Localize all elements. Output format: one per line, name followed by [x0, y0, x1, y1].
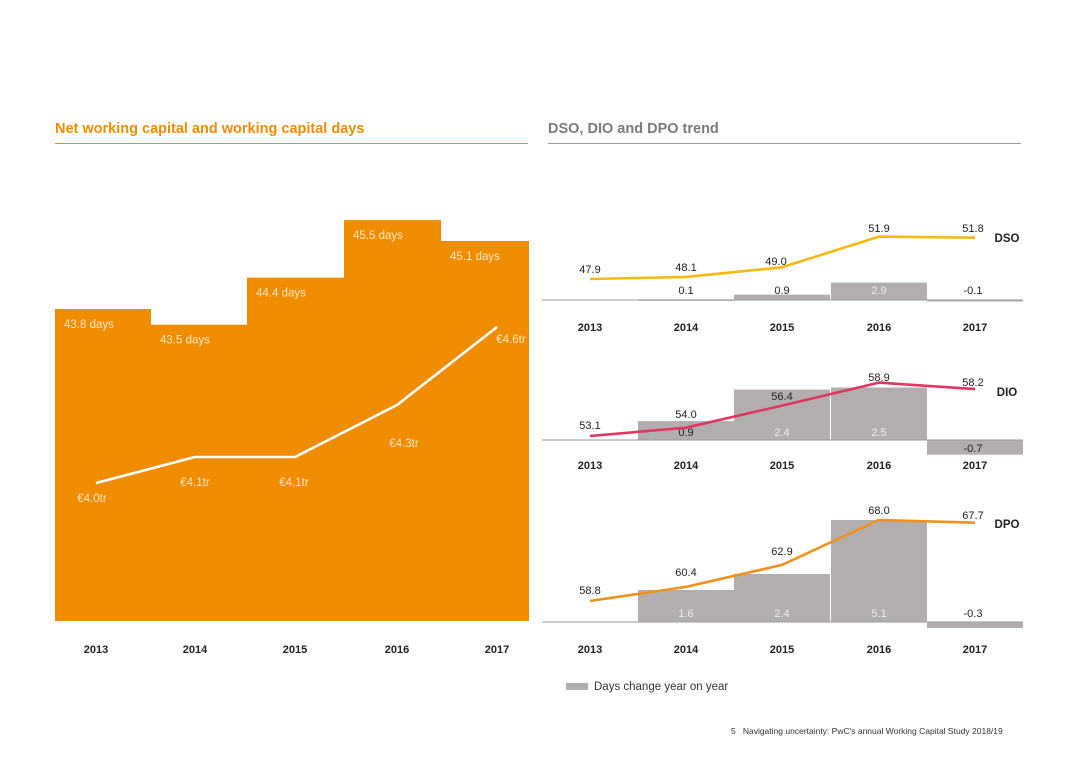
left-x-tick-2017: 2017	[485, 644, 509, 656]
dio-value-label-2013: 53.1	[579, 420, 600, 432]
dpo-x-tick-2017: 2017	[963, 644, 987, 656]
dso-change-label-2017: -0.1	[964, 285, 983, 297]
left-x-tick-2016: 2016	[385, 644, 409, 656]
dio-x-tick-2017: 2017	[963, 460, 987, 472]
dio-x-tick-2013: 2013	[578, 460, 602, 472]
dpo-change-label-2016: 5.1	[871, 608, 886, 620]
dpo-line	[589, 518, 976, 603]
dso-series-name: DSO	[995, 233, 1020, 245]
dio-change-label-2014: 0.9	[678, 427, 693, 439]
dio-x-tick-2016: 2016	[867, 460, 891, 472]
nwc-label-2017: €4.6tr	[496, 334, 526, 346]
dpo-change-label-2015: 2.4	[774, 608, 789, 620]
dso-x-tick-2014: 2014	[674, 322, 699, 334]
dpo-value-label-2016: 68.0	[868, 505, 889, 517]
dpo-change-label-2017: -0.3	[964, 608, 983, 620]
dpo-change-bar-2016	[831, 520, 927, 622]
left-x-tick-2013: 2013	[84, 644, 108, 656]
dpo-value-label-2013: 58.8	[579, 585, 600, 597]
dio-line	[589, 381, 976, 438]
days-bar-2015	[247, 277, 344, 621]
days-bar-2017	[441, 241, 529, 621]
dpo-x-tick-2016: 2016	[867, 644, 891, 656]
nwc-label-2015: €4.1tr	[279, 477, 309, 489]
dpo-value-label-2014: 60.4	[675, 567, 696, 579]
footer-text: Navigating uncertainty: PwC's annual Wor…	[742, 726, 1003, 736]
left-chart-title: Net working capital and working capital …	[55, 121, 365, 137]
nwc-label-2014: €4.1tr	[180, 477, 210, 489]
days-bar-label-2017: 45.1 days	[450, 251, 500, 263]
nwc-line	[95, 325, 498, 485]
dio-x-tick-2014: 2014	[674, 460, 699, 472]
days-bar-2013	[55, 309, 151, 621]
legend-label: Days change year on year	[594, 681, 729, 693]
dso-value-label-2014: 48.1	[675, 262, 696, 274]
dpo-change-bar-2015	[734, 574, 830, 622]
dio-x-tick-2015: 2015	[770, 460, 794, 472]
dso-change-label-2014: 0.1	[678, 285, 693, 297]
dso-line	[589, 235, 976, 281]
dso-value-label-2013: 47.9	[579, 264, 600, 276]
dpo-change-label-2014: 1.6	[678, 608, 693, 620]
days-bar-label-2013: 43.8 days	[64, 319, 114, 331]
dio-change-label-2015: 2.4	[774, 427, 789, 439]
dso-x-tick-2015: 2015	[770, 322, 794, 334]
nwc-label-2013: €4.0tr	[77, 493, 107, 505]
dso-change-label-2015: 0.9	[774, 285, 789, 297]
days-bar-label-2016: 45.5 days	[353, 230, 403, 242]
left-x-tick-2014: 2014	[183, 644, 208, 656]
right-title-rule	[548, 143, 1021, 144]
dio-change-bar-2014	[638, 421, 734, 440]
dio-series-name: DIO	[997, 387, 1018, 399]
dso-x-tick-2013: 2013	[578, 322, 602, 334]
dio-change-bar-2016	[831, 387, 927, 440]
dio-change-bar-2017	[927, 440, 1023, 455]
dso-change-bar-2016	[831, 282, 927, 300]
dio-value-label-2017: 58.2	[962, 377, 983, 389]
dso-change-label-2016: 2.9	[871, 285, 886, 297]
days-bar-label-2014: 43.5 days	[160, 335, 210, 347]
nwc-label-2016: €4.3tr	[389, 438, 419, 450]
footer: 5 Navigating uncertainty: PwC's annual W…	[731, 726, 1003, 736]
dio-value-label-2016: 58.9	[868, 372, 889, 384]
dso-x-tick-2016: 2016	[867, 322, 891, 334]
footer-page-number: 5	[731, 726, 736, 736]
dso-value-label-2017: 51.8	[962, 223, 983, 235]
dpo-x-tick-2015: 2015	[770, 644, 794, 656]
days-bar-2014	[151, 324, 247, 621]
dpo-x-tick-2014: 2014	[674, 644, 699, 656]
dpo-change-bar-2014	[638, 590, 734, 622]
dio-change-label-2017: -0.7	[964, 443, 983, 455]
left-x-tick-2015: 2015	[283, 644, 307, 656]
dso-change-bar-2015	[734, 294, 830, 300]
dio-value-label-2015: 56.4	[771, 391, 792, 403]
dso-value-label-2015: 49.0	[765, 256, 786, 268]
dpo-value-label-2015: 62.9	[771, 546, 792, 558]
dpo-change-bar-2017	[927, 622, 1023, 628]
right-chart-title: DSO, DIO and DPO trend	[548, 121, 719, 137]
dio-value-label-2014: 54.0	[675, 409, 696, 421]
days-bar-label-2015: 44.4 days	[256, 288, 306, 300]
legend-swatch	[566, 683, 588, 691]
dpo-series-name: DPO	[995, 519, 1020, 531]
dio-change-label-2016: 2.5	[871, 427, 886, 439]
dso-change-bar-2017	[927, 300, 1023, 302]
legend: Days change year on year	[566, 681, 728, 693]
days-bar-2016	[344, 220, 441, 621]
dpo-value-label-2017: 67.7	[962, 510, 983, 522]
dpo-x-tick-2013: 2013	[578, 644, 602, 656]
dso-value-label-2016: 51.9	[868, 223, 889, 235]
dso-x-tick-2017: 2017	[963, 322, 987, 334]
left-title-rule	[55, 143, 528, 144]
